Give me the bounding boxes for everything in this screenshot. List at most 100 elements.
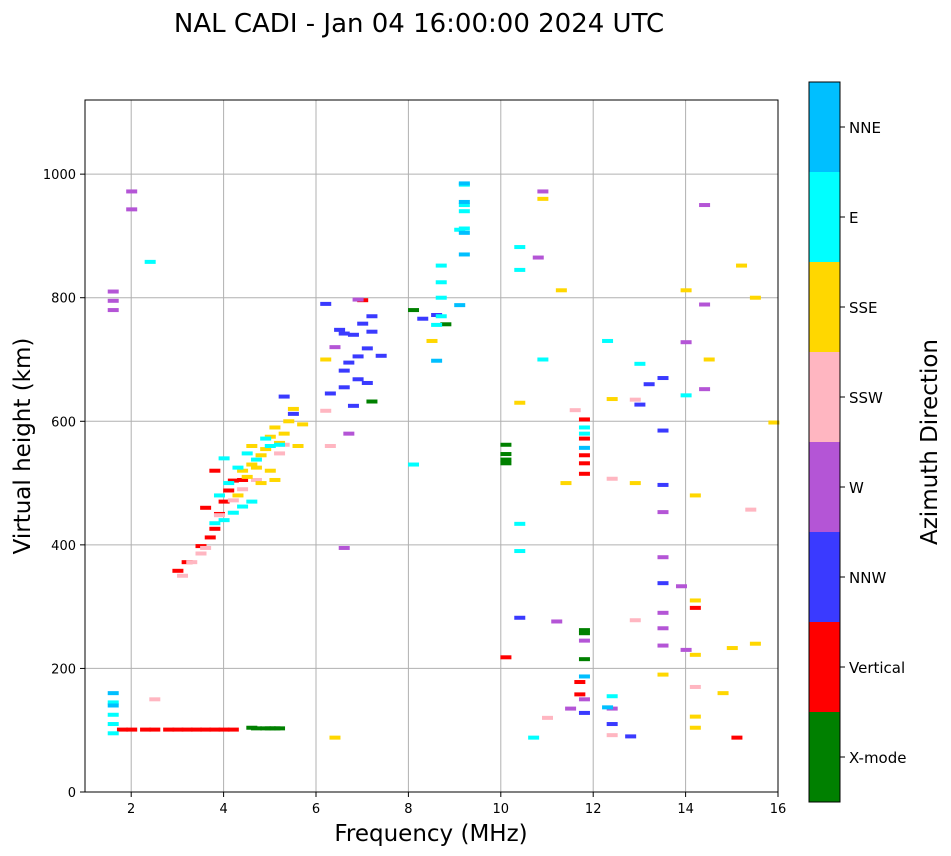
x-tick-label: 14 [677, 802, 694, 817]
data-point-vertical [204, 535, 216, 540]
colorbar-label-e: E [849, 209, 858, 227]
data-point-nne [602, 705, 614, 710]
x-tick-label: 10 [493, 802, 510, 817]
data-point-e [528, 735, 540, 740]
data-point-sse [264, 468, 276, 473]
data-point-sse [255, 453, 267, 458]
data-point-nnw [357, 321, 369, 326]
data-point-w [657, 610, 669, 615]
data-point-sse [246, 444, 258, 448]
data-point-nnw [578, 710, 590, 715]
data-point-x-mode [578, 628, 590, 633]
chart-title: NAL CADI - Jan 04 16:00:00 2024 UTC [174, 9, 664, 39]
y-tick-label: 800 [51, 292, 76, 307]
data-point-sse [241, 474, 253, 479]
colorbar-swatch-x-mode [809, 712, 840, 802]
data-point-ssw [177, 573, 189, 578]
data-point-vertical [574, 692, 586, 697]
data-point-sse [292, 444, 304, 448]
data-point-vertical [172, 568, 184, 573]
data-point-e [107, 700, 119, 705]
data-point-sse [768, 420, 780, 425]
data-point-sse [749, 295, 761, 300]
data-point-e [431, 322, 443, 327]
data-point-sse [689, 598, 701, 603]
data-point-x-mode [366, 399, 378, 404]
data-point-nne [458, 230, 470, 235]
data-point-ssw [606, 733, 618, 738]
data-point-vertical [223, 488, 235, 493]
y-tick-label: 1000 [43, 168, 76, 183]
data-point-x-mode [500, 442, 512, 447]
data-point-e [408, 462, 420, 467]
data-point-vertical [209, 526, 221, 531]
data-point-w [329, 345, 341, 350]
colorbar-swatch-ssw [809, 352, 840, 442]
data-point-x-mode [408, 308, 420, 313]
data-point-e [241, 451, 253, 456]
data-point-ssw [200, 545, 212, 550]
colorbar-label-nnw: NNW [849, 569, 886, 587]
data-point-w [338, 545, 350, 550]
data-point-sse [237, 468, 249, 473]
data-point-sse [717, 691, 729, 696]
data-point-e [144, 259, 156, 264]
data-point-sse [269, 425, 281, 430]
data-point-nnw [352, 354, 364, 359]
data-point-e [606, 694, 618, 699]
data-point-e [218, 456, 230, 461]
data-point-w [699, 302, 711, 307]
data-point-vertical [578, 417, 590, 422]
data-point-e [514, 521, 526, 526]
colorbar-label-vertical: Vertical [849, 659, 905, 677]
data-point-ssw [274, 451, 286, 456]
data-point-e [250, 457, 262, 462]
data-point-x-mode [274, 726, 286, 731]
data-point-sse [736, 263, 748, 268]
data-point-nnw [287, 411, 299, 416]
data-point-e [246, 499, 258, 504]
x-tick-label: 4 [219, 802, 227, 817]
data-point-ssw [250, 477, 262, 482]
data-point-ssw [629, 618, 641, 623]
data-point-e [274, 442, 286, 447]
data-point-nnw [320, 301, 332, 306]
data-point-vertical [578, 461, 590, 466]
data-point-e [454, 227, 466, 232]
data-point-nnw [347, 332, 359, 337]
x-tick-label: 16 [770, 802, 787, 817]
data-point-x-mode [578, 631, 590, 636]
data-point-nnw [657, 428, 669, 433]
data-point-sse [255, 481, 267, 486]
data-point-sse [629, 481, 641, 486]
data-point-sse [749, 641, 761, 646]
data-point-e [458, 209, 470, 214]
data-point-ssw [745, 507, 757, 512]
data-point-sse [555, 288, 567, 293]
data-point-e [223, 481, 235, 486]
data-point-sse [657, 672, 669, 677]
data-point-x-mode [578, 657, 590, 662]
data-point-e [514, 245, 526, 250]
data-point-w [680, 647, 692, 652]
data-point-w [551, 619, 563, 624]
data-point-ssw [195, 551, 207, 556]
data-point-nne [458, 199, 470, 204]
data-point-w [565, 706, 577, 711]
y-tick-label: 200 [51, 662, 76, 677]
data-point-sse [287, 406, 299, 411]
data-point-vertical [209, 468, 221, 473]
data-point-nnw [278, 394, 290, 399]
data-point-nnw [366, 329, 378, 334]
data-point-e [680, 393, 692, 398]
data-point-nnw [324, 391, 336, 396]
data-point-e [458, 203, 470, 208]
data-point-nne [578, 674, 590, 679]
data-point-ssw [149, 697, 161, 702]
data-point-ssw [213, 513, 225, 518]
data-point-sse [560, 481, 572, 486]
data-point-nne [458, 181, 470, 186]
data-point-w [352, 297, 364, 302]
data-point-vertical [190, 727, 202, 732]
